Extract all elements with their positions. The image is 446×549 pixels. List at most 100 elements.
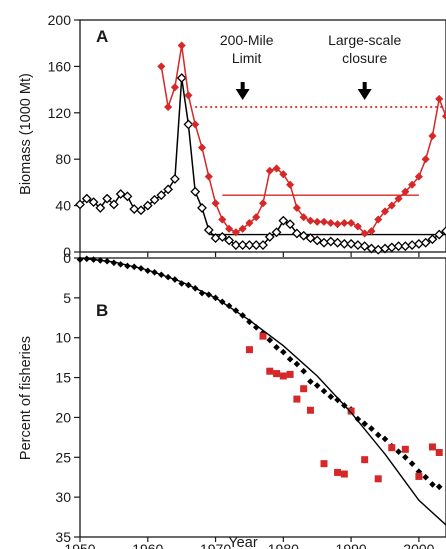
panel-a-series-1-point	[170, 83, 180, 92]
panel-a-series-0-point	[400, 241, 411, 252]
panel-a-series-0-point	[305, 233, 316, 243]
panel-a-series-0-point	[190, 186, 201, 197]
panel-b-black-point	[361, 420, 368, 428]
panel-a-ytick-label-0: 0	[63, 244, 71, 260]
panel-a-series-0-point	[393, 241, 404, 252]
panel-a-series-0-point	[197, 203, 207, 213]
panel-b-ylabel: Percent of fisheries	[18, 336, 34, 460]
panel-b-red-point	[273, 370, 281, 378]
panel-a-series-1-point	[380, 207, 390, 216]
panel-a-series-0-point	[169, 174, 180, 184]
panel-a-series-1-point	[265, 166, 274, 175]
panel-a-series-1-point	[313, 217, 322, 226]
panel-a-series-1-point	[340, 218, 349, 228]
panel-b-red-point	[300, 385, 308, 393]
panel-a-series-0-point	[224, 235, 235, 246]
panel-a-series-0-point	[441, 226, 446, 237]
panel-a-ytick-label-1: 40	[55, 198, 71, 214]
annotation-2-line-1: Large-scale	[328, 32, 401, 48]
panel-a-series-1-point	[421, 155, 430, 164]
panel-b-ytick-label-2: 10	[55, 330, 71, 346]
panel-a-series-1-point	[163, 102, 173, 112]
panel-b-black-point	[76, 256, 84, 263]
panel-b-red-point	[401, 445, 409, 453]
panel-b-black-point	[422, 473, 429, 481]
panel-a-series-1-point	[428, 131, 437, 141]
panel-a-series-1-point	[333, 220, 342, 229]
panel-a-series-1-point	[197, 143, 207, 152]
panel-b-xtick-label-4: 1990	[336, 541, 367, 549]
panel-a-series-0-point	[420, 237, 431, 248]
panel-b-black-point	[395, 448, 402, 456]
panel-a-series-1-point	[218, 215, 227, 224]
panel-b-ytick-label-7: 35	[55, 529, 71, 545]
panel-a-series-0-point	[183, 119, 194, 130]
panel-b-black-point	[408, 460, 416, 467]
panel-b-ytick-label-0: 0	[63, 250, 71, 266]
panel-a-series-0-point	[258, 240, 268, 250]
panel-a-series-0-point	[386, 242, 397, 253]
panel-a-series-0-point	[75, 199, 85, 210]
panel-a-series-1-point	[326, 218, 335, 228]
panel-a-series-0-point	[156, 190, 167, 201]
panel-a-series-1-point	[387, 201, 396, 210]
panel-a-series-1-point	[292, 203, 302, 213]
annotation-large-scale-closure: Large-scale closure	[328, 32, 401, 100]
panel-a-ytick-label-4: 160	[48, 58, 72, 74]
panel-a-series-0-point	[163, 184, 174, 195]
panel-a-series-1-point	[360, 229, 369, 238]
panel-a-series-0-point	[203, 225, 214, 235]
panel-a-series-1-point	[346, 218, 356, 228]
panel-a-series-0-point	[278, 215, 289, 226]
panel-a-series-0-point	[95, 203, 106, 213]
panel-b-red-point	[435, 449, 443, 457]
panel-a-series-0-point	[325, 236, 336, 247]
panel-a-series-0-point	[285, 219, 296, 230]
panel-b-black-point	[374, 431, 382, 439]
panel-b-xtick-label-1: 1960	[132, 541, 163, 549]
panel-b-black-point	[381, 435, 389, 443]
panel-a-series-1-point	[414, 172, 424, 181]
panel-b-red-point	[347, 407, 355, 415]
panel-b-xtick-label-0: 1950	[64, 541, 95, 549]
panel-b-red-point	[266, 367, 274, 375]
panel-a-series-0-point	[291, 228, 302, 239]
panel-a-series-0-point	[251, 240, 262, 250]
panel-a-series-0-point	[264, 232, 275, 242]
panel-a-series-0-point	[176, 73, 187, 83]
panel-b: B Percent of fisheries Year 0 5 10 15 20 25 30…	[18, 250, 446, 549]
panel-a-series-0-point	[366, 243, 377, 254]
panel-a-series-0-point	[129, 204, 140, 214]
panel-b-red-point	[415, 472, 423, 480]
panel-a-series-1-point	[224, 224, 234, 233]
panel-a-series-0-point	[115, 189, 126, 199]
panel-b-black-point	[307, 378, 314, 385]
panel-b-black-point	[334, 396, 341, 404]
panel-a: A Biomass (1000 Mt) 200-Mile Limit Large-…	[18, 12, 446, 260]
panel-a-series-0-point	[427, 234, 438, 245]
panel-b-red-point	[340, 470, 348, 478]
panel-b-red-point	[259, 332, 267, 340]
panel-b-red-point	[388, 444, 396, 452]
panel-a-series-1-point	[374, 215, 383, 224]
panel-a-series-1-point	[204, 172, 213, 181]
panel-a-series-1-point	[299, 213, 308, 222]
panel-a-series-0-point	[142, 200, 153, 211]
panel-a-series-0-point	[149, 194, 160, 205]
panel-a-series-1-point	[252, 213, 261, 222]
panel-a-letter: A	[96, 27, 108, 46]
panel-a-series-1-point	[285, 180, 295, 189]
panel-b-red-point	[320, 460, 328, 468]
panel-a-series-0-point	[332, 237, 343, 248]
panel-b-black-point	[429, 481, 436, 488]
annotation-2-arrow-head	[357, 89, 372, 100]
panel-b-black-point	[320, 387, 328, 395]
panel-b-letter: B	[96, 301, 108, 320]
panel-b-red-point	[306, 406, 314, 414]
panel-b-red-point	[279, 372, 287, 380]
panel-b-fit-curve	[79, 257, 446, 526]
panel-a-series-1-point	[441, 112, 446, 121]
panel-b-red-point	[334, 468, 342, 476]
panel-b-xtick-label-3: 1980	[268, 541, 299, 549]
panel-a-series-0-point	[271, 227, 282, 238]
